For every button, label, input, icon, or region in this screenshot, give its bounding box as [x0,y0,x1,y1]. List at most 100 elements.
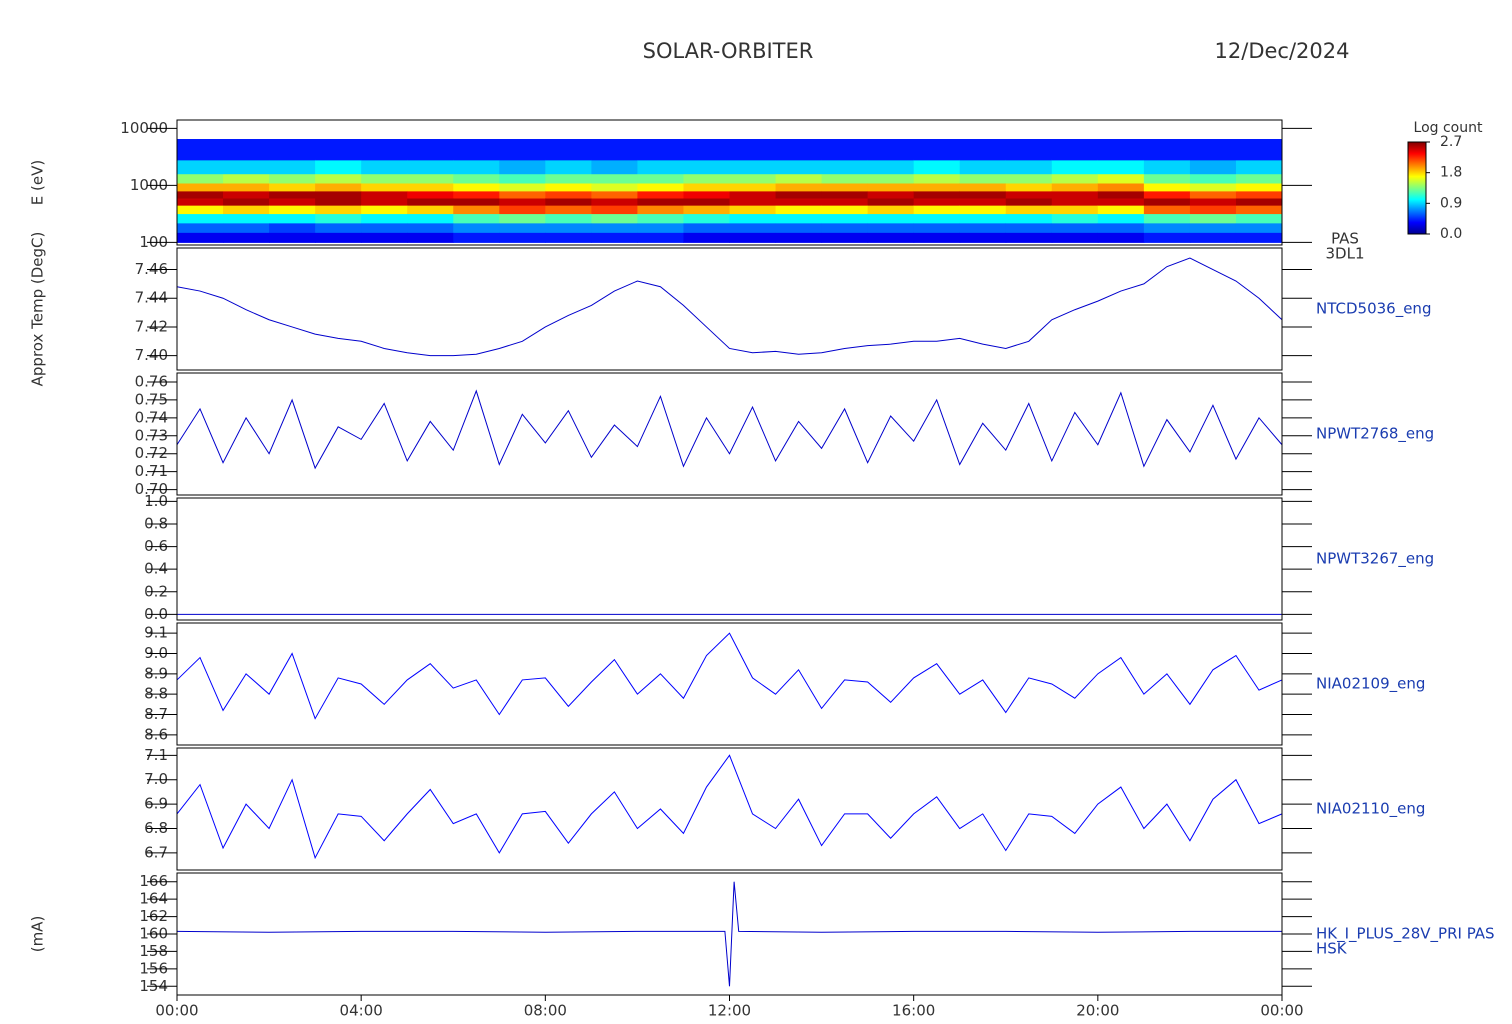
panel-frame [176,747,1283,871]
spectrogram-cell [867,222,915,233]
spectrogram-cell [407,173,454,184]
panel-frame [176,372,1283,496]
spectrogram-cell [913,159,961,175]
spectrogram-cell [177,198,224,206]
spectrogram-cell [177,190,224,199]
spectrogram-cell [959,190,1007,199]
spectrogram-cell [913,173,961,184]
spectrogram-cell [361,198,408,206]
spectrogram-cell [591,159,638,175]
spectrogram-cell [269,190,316,199]
spectrogram-cell [1051,205,1099,215]
spectrogram-cell [775,232,823,243]
spectrogram-cell [315,198,362,206]
panel-frame [176,119,1283,246]
spectrogram-cell [959,205,1007,215]
x-tick-label: 00:00 [155,1002,198,1020]
spectrogram-cell [545,198,592,206]
spectrogram-cell [315,173,362,184]
spectrogram-cell [545,139,592,161]
spectrogram-cell [1235,190,1283,199]
spectrogram-cell [1005,183,1053,192]
spectrogram-cell [1143,139,1191,161]
spectrogram-cell [959,139,1007,161]
spectrogram-cell [499,173,546,184]
spectrogram-cell [959,173,1007,184]
spectrogram-cell [591,190,638,199]
spectrogram-cell [775,173,823,184]
spectrogram-cell [1005,159,1053,175]
spectrogram-cell [177,183,224,192]
spectrogram-cell [729,173,777,184]
spectrogram-cell [591,183,638,192]
spectrogram-cell [269,213,316,224]
spectrogram-cell [1235,139,1283,161]
spectrogram-cell [1051,139,1099,161]
spectrogram-cell [729,183,777,192]
spectrogram-cell [867,213,915,224]
spectrogram-cell [821,198,869,206]
spectrogram-cell [775,139,823,161]
series-label: NPWT3267_eng [1316,550,1434,569]
spectrogram-cell [407,205,454,215]
spectrogram-cell [1005,205,1053,215]
spectrogram-cell [269,183,316,192]
spectrogram-cell [1189,213,1237,224]
spectrogram-cell [499,198,546,206]
spectrogram-cell [867,159,915,175]
spectrogram-cell [499,139,546,161]
colorbar-label: Log count [1414,120,1483,136]
spectrogram-cell [821,173,869,184]
spectrogram-cell [683,205,730,215]
spectrogram-cell [1143,213,1191,224]
spectrogram-cell [361,205,408,215]
spectrogram-cell [683,173,730,184]
series-label: PAS [1331,230,1359,248]
y-axis-label: Approx Temp (DegC) [29,232,47,387]
spectrogram-cell [1143,232,1191,243]
spectrogram-cell [1005,198,1053,206]
spectrogram-cell [729,198,777,206]
spectrogram-cell [913,205,961,215]
spectrogram-cell [315,232,362,243]
spectrogram-cell [591,198,638,206]
date: 12/Dec/2024 [1215,39,1350,63]
spectrogram-cell [269,232,316,243]
colorbar-tick-label: 0.0 [1440,226,1462,242]
spectrogram-cell [821,222,869,233]
spectrogram-cell [1005,139,1053,161]
spectrogram-cell [177,232,224,243]
spectrogram-cell [729,159,777,175]
spectrogram-cell [453,198,500,206]
spectrogram-cell [591,222,638,233]
spectrogram-cell [1051,183,1099,192]
series-label: HSK [1316,940,1348,958]
spectrogram-cell [1143,222,1191,233]
spectrogram-cell [361,139,408,161]
colorbar-tick-label: 2.7 [1440,134,1462,150]
spectrogram-cell [867,205,915,215]
spectrogram-cell [315,190,362,199]
spectrogram-cell [867,183,915,192]
spectrogram-cell [775,205,823,215]
series-label: NPWT2768_eng [1316,425,1434,444]
spectrogram-cell [1143,198,1191,206]
spectrogram-cell [1097,232,1145,243]
spectrogram-cell [269,222,316,233]
spectrogram-cell [499,213,546,224]
spectrogram-cell [1097,139,1145,161]
spectrogram-cell [775,190,823,199]
panel-frame [176,247,1283,371]
spectrogram-cell [1189,139,1237,161]
spectrogram-cell [1189,205,1237,215]
spectrogram-cell [499,183,546,192]
spectrogram-cell [867,190,915,199]
spectrogram-cell [545,173,592,184]
spectrogram-cell [1235,222,1283,233]
spectrogram-cell [821,159,869,175]
spectrogram-cell [315,159,362,175]
spectrogram-cell [545,205,592,215]
spectrogram-cell [637,232,684,243]
spectrogram-cell [499,222,546,233]
